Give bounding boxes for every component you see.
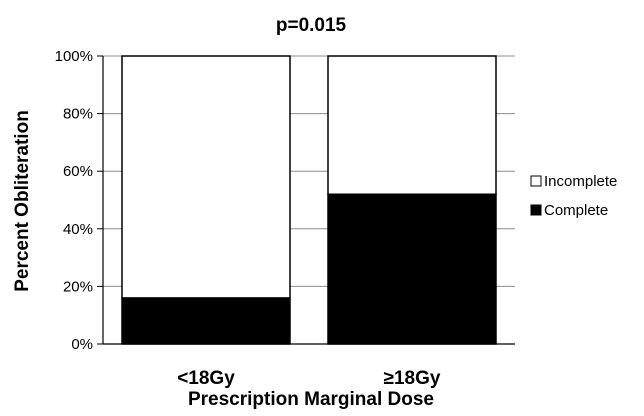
y-axis-title: Percent Obliteration — [12, 110, 33, 292]
legend-swatch-complete — [530, 204, 542, 216]
y-tick-label: 100% — [55, 48, 93, 65]
bar-segment-complete — [121, 297, 291, 345]
chart-title: p=0.015 — [276, 15, 347, 36]
bar-segment-complete — [327, 193, 497, 345]
bars — [121, 55, 497, 345]
y-tick-label: 0% — [71, 336, 93, 353]
bar-segment-incomplete — [121, 55, 291, 299]
y-tick-label: 20% — [63, 278, 93, 295]
axes — [97, 55, 515, 345]
legend-swatch-incomplete — [530, 175, 542, 187]
x-category-label: <18Gy — [177, 368, 235, 389]
x-category-labels: <18Gy ≥18Gy — [177, 368, 441, 389]
x-axis-title: Prescription Marginal Dose — [188, 389, 434, 410]
bar-segment-incomplete — [327, 55, 497, 195]
x-category-label: ≥18Gy — [384, 368, 441, 389]
y-tick-label: 40% — [63, 221, 93, 238]
legend: Incomplete Complete — [530, 173, 617, 219]
legend-label-complete: Complete — [544, 202, 608, 219]
y-tick-label: 60% — [63, 163, 93, 180]
legend-label-incomplete: Incomplete — [544, 173, 617, 190]
y-tick-label: 80% — [63, 106, 93, 123]
y-tick-labels: 0% 20% 40% 60% 80% 100% — [55, 48, 93, 353]
